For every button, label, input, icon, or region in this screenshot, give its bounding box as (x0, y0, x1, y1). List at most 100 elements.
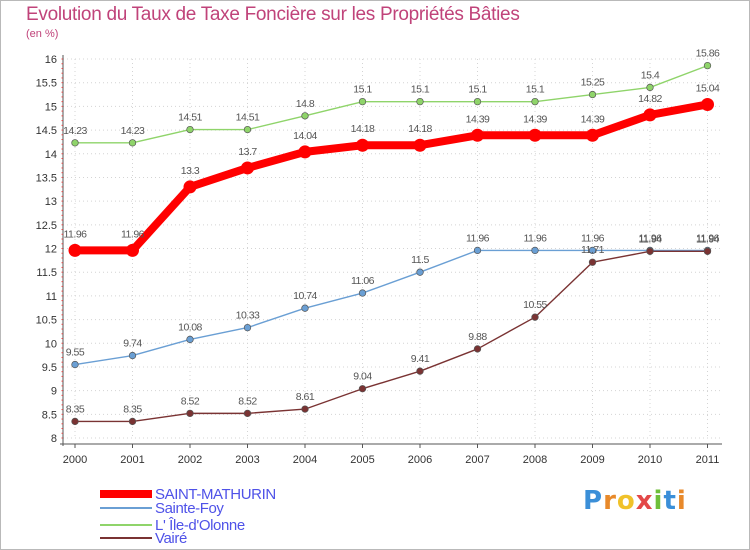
y-minor-tick (61, 300, 63, 302)
y-minor-tick (61, 266, 63, 268)
data-point (243, 409, 252, 418)
data-point (643, 108, 657, 122)
data-label: 9.55 (66, 347, 85, 359)
data-label: 14.51 (236, 112, 260, 124)
y-minor-tick (61, 356, 63, 358)
data-label: 9.74 (123, 338, 142, 350)
y-tick-label: 8 (51, 433, 57, 445)
data-point (126, 243, 139, 257)
y-minor-tick (61, 134, 63, 136)
y-minor-tick (61, 172, 63, 174)
logo-letter: t (663, 486, 677, 516)
y-minor-tick (61, 58, 63, 60)
legend-item-sainte-foy: Sainte-Foy (100, 500, 224, 517)
data-label: 14.18 (351, 123, 375, 135)
y-minor-tick (61, 82, 63, 84)
data-point (531, 246, 539, 255)
series-layer (68, 61, 714, 426)
data-label: 11.96 (524, 232, 548, 244)
data-point (128, 351, 137, 360)
y-tick-label: 15 (45, 101, 57, 113)
data-label: 11.96 (121, 228, 145, 240)
data-point (531, 97, 539, 106)
y-minor-tick (61, 148, 63, 150)
y-minor-tick (61, 271, 63, 273)
y-minor-tick (61, 418, 63, 420)
y-minor-tick (61, 124, 63, 126)
y-minor-tick (61, 205, 63, 207)
y-minor-tick (61, 129, 63, 131)
y-tick-label: 11.5 (36, 267, 57, 279)
x-tick-label: 2003 (235, 454, 259, 466)
data-label: 13.3 (181, 165, 200, 177)
y-minor-tick (61, 77, 63, 79)
y-tick-label: 16 (45, 54, 57, 66)
data-label: 13.7 (238, 146, 257, 158)
data-label: 14.18 (408, 123, 432, 135)
y-tick-label: 9 (51, 386, 57, 398)
data-point (646, 247, 654, 255)
y-minor-tick (61, 224, 63, 226)
data-point (243, 125, 252, 134)
data-label: 9.88 (468, 331, 487, 343)
y-tick-label: 14 (45, 149, 57, 161)
logo-letter: i (676, 486, 687, 516)
y-minor-tick (61, 371, 63, 373)
x-tick-label: 2007 (465, 454, 489, 466)
data-label: 14.39 (581, 113, 605, 125)
data-point (301, 405, 309, 413)
y-tick-label: 14.5 (36, 125, 57, 137)
data-point (586, 128, 599, 142)
data-point (356, 138, 369, 152)
y-minor-tick (61, 342, 63, 344)
series-l-le-d-olonne (71, 61, 712, 147)
data-label: 9.04 (353, 371, 372, 383)
y-minor-tick (61, 290, 63, 292)
y-minor-tick (61, 67, 63, 69)
y-tick-label: 8.5 (42, 409, 57, 421)
grid-lines (63, 58, 720, 439)
data-point (301, 112, 309, 120)
y-minor-tick (61, 229, 63, 231)
data-point (588, 258, 597, 266)
y-minor-tick (61, 248, 63, 249)
data-label: 14.8 (296, 98, 315, 110)
data-label: 10.33 (236, 310, 260, 322)
y-minor-tick (61, 285, 63, 287)
y-minor-tick (61, 139, 63, 141)
y-minor-tick (61, 63, 63, 65)
data-label: 14.23 (121, 125, 145, 137)
y-tick-label: 10.5 (36, 315, 57, 327)
data-point (243, 323, 252, 332)
data-label: 15.1 (526, 84, 545, 96)
data-point (71, 139, 79, 147)
data-point (358, 97, 367, 106)
data-label: 8.35 (66, 403, 85, 415)
x-tick-label: 2005 (350, 454, 374, 466)
data-label: 8.52 (181, 395, 200, 407)
data-label: 14.04 (293, 130, 317, 142)
y-minor-tick (61, 413, 63, 415)
y-minor-tick (61, 157, 63, 159)
y-minor-tick (61, 195, 63, 197)
y-minor-tick (61, 399, 63, 401)
y-minor-tick (61, 314, 63, 316)
data-point (241, 161, 254, 175)
data-point (416, 367, 424, 375)
data-point (473, 345, 482, 353)
y-minor-tick (61, 176, 63, 178)
logo-letter: o (616, 486, 636, 516)
data-label: 11.96 (696, 232, 720, 244)
legend-label: SAINT-MATHURIN (155, 485, 276, 503)
data-label: 10.08 (178, 321, 202, 333)
legend-item-saint-mathurin: SAINT-MATHURIN (100, 485, 276, 503)
data-point (301, 304, 309, 312)
data-point (298, 145, 312, 159)
legend-label: Vairé (155, 529, 187, 547)
y-tick-label: 11 (46, 291, 57, 303)
series-vair (71, 247, 712, 426)
series-line (74, 249, 709, 366)
data-point (183, 180, 197, 194)
data-label: 10.55 (523, 299, 547, 311)
